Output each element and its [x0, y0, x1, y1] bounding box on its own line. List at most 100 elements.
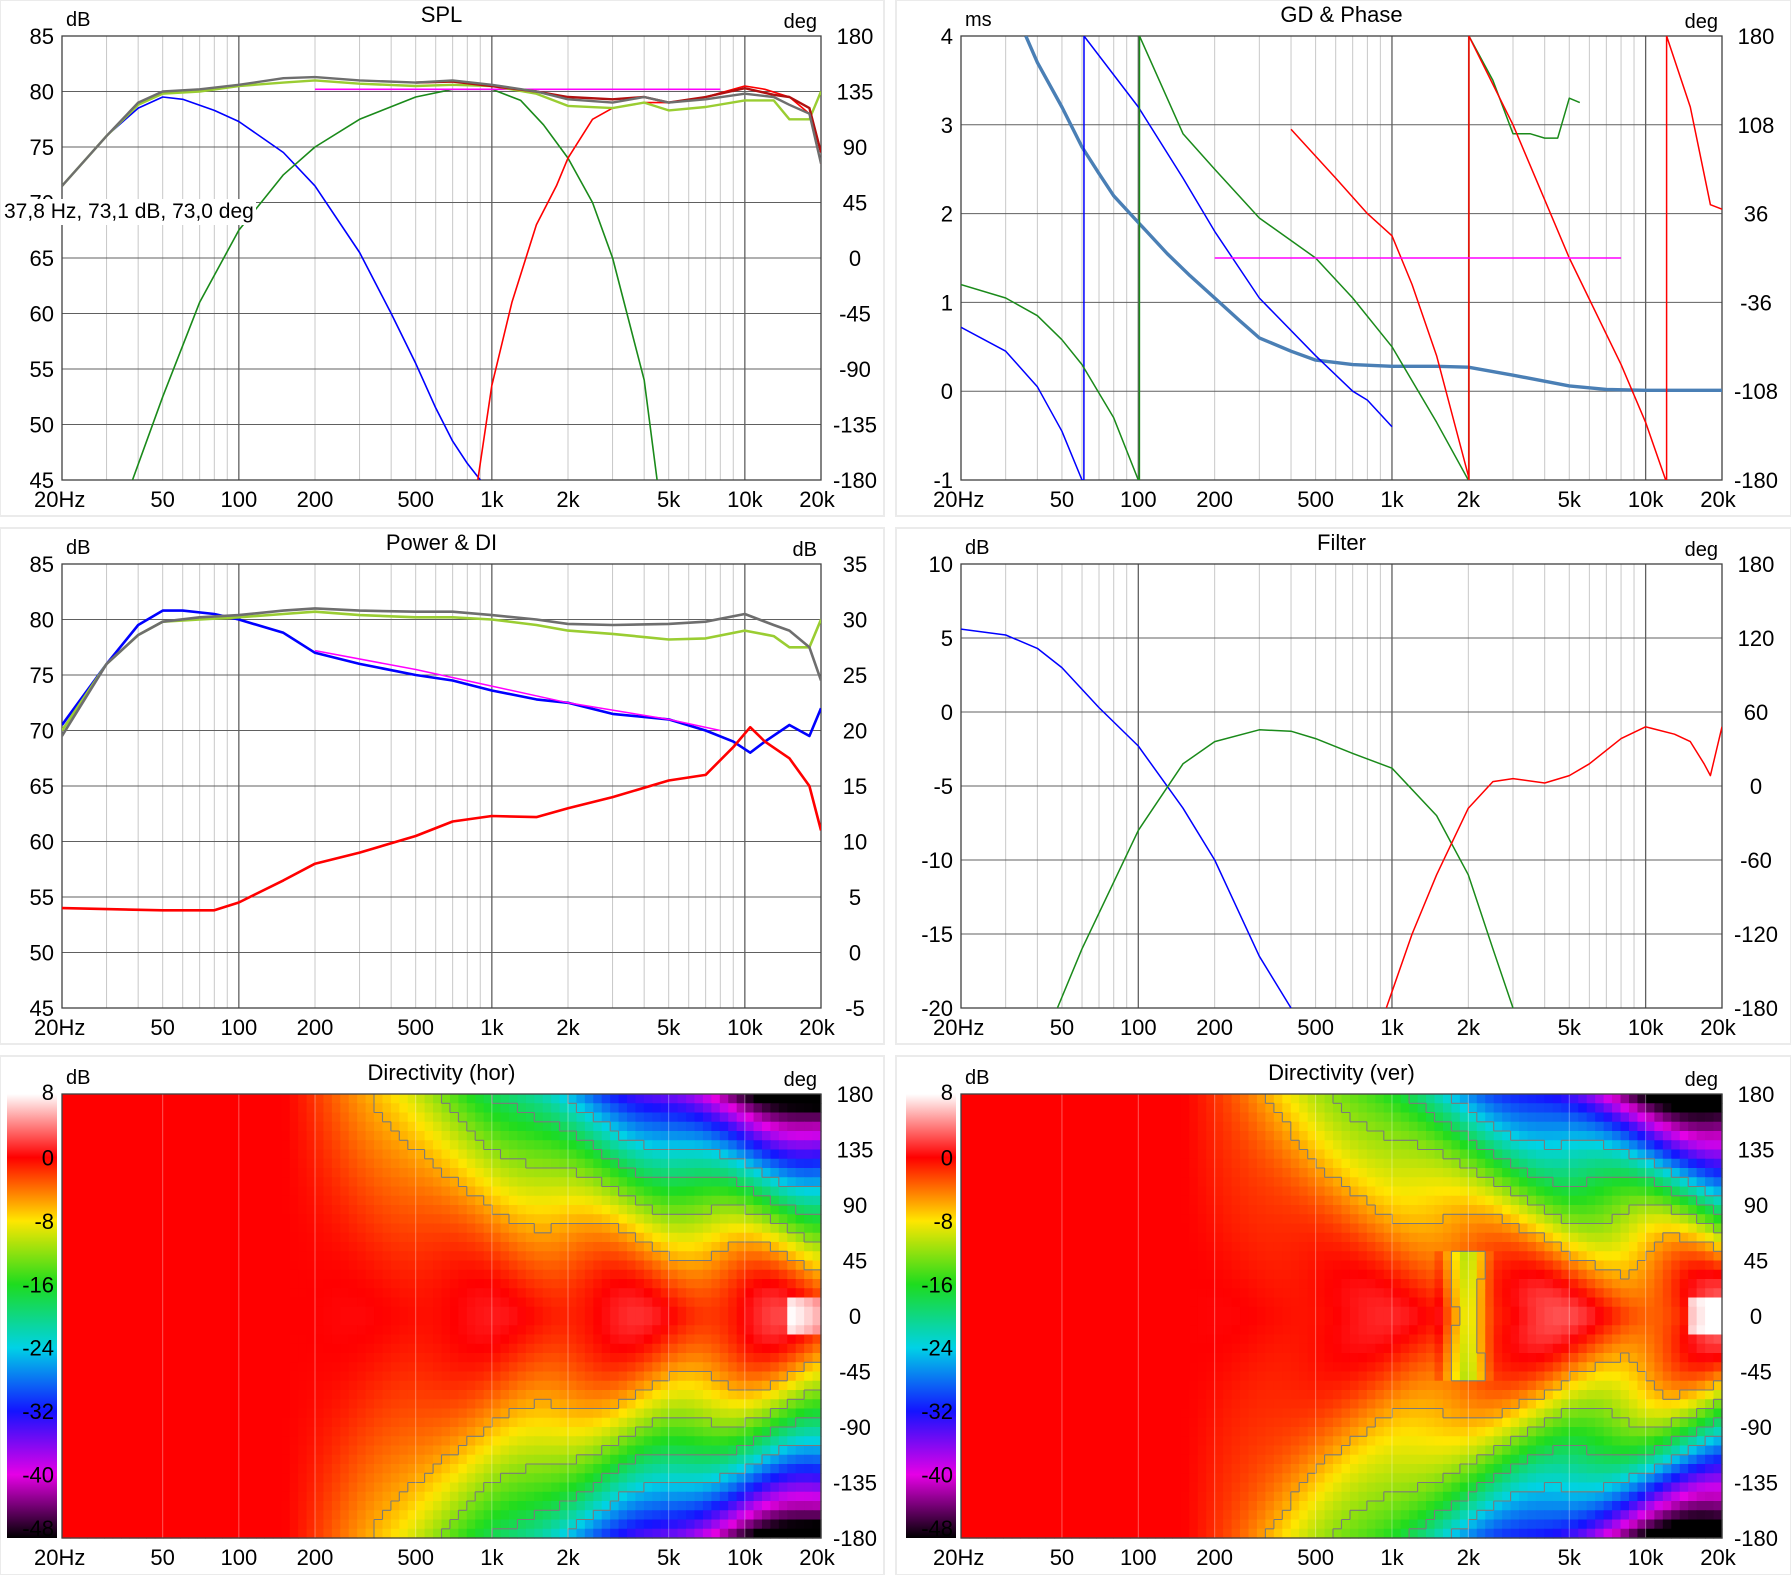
heatmap-cell [745, 1094, 754, 1104]
heatmap-cell [635, 1418, 644, 1428]
heatmap-cell [576, 1205, 585, 1215]
heatmap-cell [703, 1224, 712, 1234]
heatmap-cell [969, 1103, 978, 1113]
x-tick-label: 200 [297, 487, 334, 512]
heatmap-cell [568, 1242, 577, 1252]
heatmap-cell [248, 1372, 257, 1382]
heatmap-cell [593, 1399, 602, 1409]
heatmap-cell [728, 1390, 737, 1400]
heatmap-cell [813, 1436, 822, 1446]
heatmap-cell [382, 1224, 391, 1234]
heatmap-cell [678, 1335, 687, 1345]
heatmap-cell [602, 1464, 611, 1474]
heatmap-cell [796, 1455, 805, 1465]
heatmap-cell [787, 1113, 796, 1123]
heatmap-cell [163, 1381, 172, 1391]
heatmap-cell [1536, 1122, 1545, 1132]
heatmap-cell [416, 1325, 425, 1335]
y-right-tick-label: -5 [845, 996, 865, 1021]
heatmap-cell [534, 1344, 543, 1354]
heatmap-cell [1663, 1113, 1672, 1123]
heatmap-cell [340, 1150, 349, 1160]
heatmap-cell [172, 1307, 181, 1317]
heatmap-cell [425, 1307, 434, 1317]
heatmap-cell [189, 1455, 198, 1465]
heatmap-cell [467, 1288, 476, 1298]
heatmap-cell [70, 1353, 79, 1363]
heatmap-cell [770, 1187, 779, 1197]
heatmap-cell [425, 1446, 434, 1456]
heatmap-cell [222, 1372, 231, 1382]
heatmap-cell [568, 1103, 577, 1113]
heatmap-cell [239, 1233, 248, 1243]
heatmap-cell [79, 1344, 88, 1354]
heatmap-cell [560, 1288, 569, 1298]
heatmap-cell [214, 1483, 223, 1493]
heatmap-cell [205, 1436, 214, 1446]
heatmap-cell [382, 1344, 391, 1354]
heatmap-cell [399, 1205, 408, 1215]
heatmap-cell [703, 1372, 712, 1382]
heatmap-cell [104, 1446, 113, 1456]
heatmap-cell [382, 1214, 391, 1224]
heatmap-cell [62, 1140, 71, 1150]
heatmap-cell [340, 1224, 349, 1234]
heatmap-cell [627, 1298, 636, 1308]
heatmap-cell [70, 1270, 79, 1280]
heatmap-cell [526, 1233, 535, 1243]
heatmap-cell [619, 1510, 628, 1520]
heatmap-cell [804, 1399, 813, 1409]
heatmap-cell [205, 1103, 214, 1113]
heatmap-cell [222, 1446, 231, 1456]
heatmap-cell [366, 1344, 375, 1354]
heatmap-cell [87, 1177, 96, 1187]
heatmap-cell [995, 1103, 1004, 1113]
heatmap-cell [1282, 1113, 1291, 1123]
heatmap-cell [374, 1344, 383, 1354]
heatmap-cell [332, 1409, 341, 1419]
heatmap-cell [382, 1288, 391, 1298]
heatmap-cell [813, 1325, 822, 1335]
heatmap-cell [70, 1261, 79, 1271]
heatmap-cell [62, 1436, 71, 1446]
color-bar-label: -24 [22, 1336, 54, 1361]
heatmap-cell [374, 1520, 383, 1530]
y-right-tick-label: -108 [1734, 379, 1778, 404]
heatmap-cell [627, 1196, 636, 1206]
heatmap-cell [180, 1307, 189, 1317]
heatmap-cell [551, 1233, 560, 1243]
heatmap-cell [695, 1140, 704, 1150]
heatmap-cell [1139, 1103, 1148, 1113]
heatmap-cell [281, 1131, 290, 1141]
heatmap-cell [509, 1131, 518, 1141]
heatmap-cell [146, 1390, 155, 1400]
heatmap-cell [357, 1473, 366, 1483]
x-tick-label: 100 [220, 487, 257, 512]
heatmap-cell [501, 1288, 510, 1298]
heatmap-cell [475, 1446, 484, 1456]
heatmap-cell [138, 1455, 147, 1465]
heatmap-cell [501, 1270, 510, 1280]
heatmap-cell [357, 1233, 366, 1243]
heatmap-cell [509, 1529, 518, 1539]
heatmap-cell [728, 1307, 737, 1317]
heatmap-cell [458, 1187, 467, 1197]
heatmap-cell [720, 1177, 729, 1187]
heatmap-cell [248, 1353, 257, 1363]
heatmap-cell [1680, 1103, 1689, 1113]
heatmap-cell [669, 1492, 678, 1502]
heatmap-cell [104, 1436, 113, 1446]
heatmap-cell [678, 1464, 687, 1474]
heatmap-cell [779, 1288, 788, 1298]
heatmap-cell [298, 1510, 307, 1520]
heatmap-cell [635, 1492, 644, 1502]
heatmap-cell [501, 1316, 510, 1326]
heatmap-cell [568, 1362, 577, 1372]
heatmap-cell [391, 1288, 400, 1298]
heatmap-cell [593, 1501, 602, 1511]
heatmap-cell [239, 1492, 248, 1502]
heatmap-cell [669, 1168, 678, 1178]
heatmap-cell [357, 1381, 366, 1391]
x-tick-label: 1k [480, 1545, 504, 1570]
heatmap-cell [121, 1372, 130, 1382]
